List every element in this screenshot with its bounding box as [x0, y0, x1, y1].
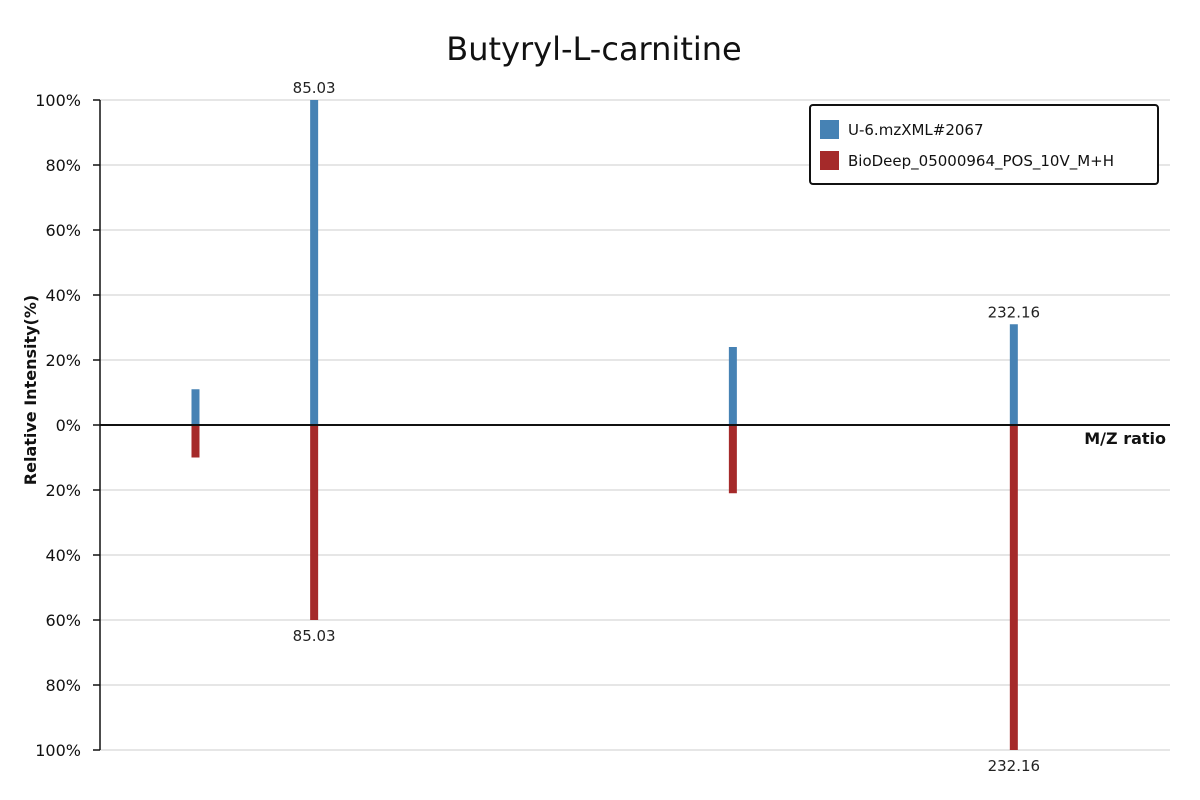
legend-label: U-6.mzXML#2067 [848, 121, 984, 139]
y-tick-label: 60% [45, 221, 81, 240]
y-tick-label: 60% [45, 611, 81, 630]
legend-swatch [820, 151, 839, 170]
legend-swatch [820, 120, 839, 139]
legend: U-6.mzXML#2067 BioDeep_05000964_POS_10V_M… [809, 104, 1159, 185]
legend-box [809, 104, 1159, 185]
x-axis-title: M/Z ratio [1084, 429, 1166, 448]
y-tick-label: 40% [45, 286, 81, 305]
peak-label: 232.16 [988, 303, 1041, 321]
chart-title: Butyryl-L-carnitine [446, 30, 741, 68]
y-tick-label: 20% [45, 481, 81, 500]
y-tick-label: 80% [45, 156, 81, 175]
legend-label: BioDeep_05000964_POS_10V_M+H [848, 152, 1114, 171]
peak-label: 85.03 [293, 79, 336, 97]
sample-peak-bar [1009, 324, 1018, 425]
y-tick-label: 100% [35, 91, 81, 110]
y-tick-label: 20% [45, 351, 81, 370]
y-tick-label: 40% [45, 546, 81, 565]
peak-bars [191, 100, 1018, 750]
y-tick-label: 80% [45, 676, 81, 695]
sample-peak-bar [310, 100, 319, 425]
y-tick-label: 100% [35, 741, 81, 760]
reference-peak-bar [728, 425, 737, 494]
y-tick-label: 0% [56, 416, 81, 435]
sample-peak-bar [728, 347, 737, 425]
reference-peak-bar [1009, 425, 1018, 750]
grid-lines [100, 99, 1170, 751]
sample-peak-bar [191, 389, 200, 425]
reference-peak-bar [191, 425, 200, 458]
peak-label: 232.16 [988, 757, 1041, 775]
reference-peak-bar [310, 425, 319, 620]
peak-labels: 85.03 232.16 85.03 232.16 [293, 79, 1040, 775]
y-axis-ticks: 100% 80% 60% 40% 20% 0% 20% 40% 60% 80% 100% [35, 91, 100, 760]
peak-label: 85.03 [293, 627, 336, 645]
y-axis-title: Relative Intensity(%) [21, 295, 40, 485]
axes [99, 100, 1170, 750]
